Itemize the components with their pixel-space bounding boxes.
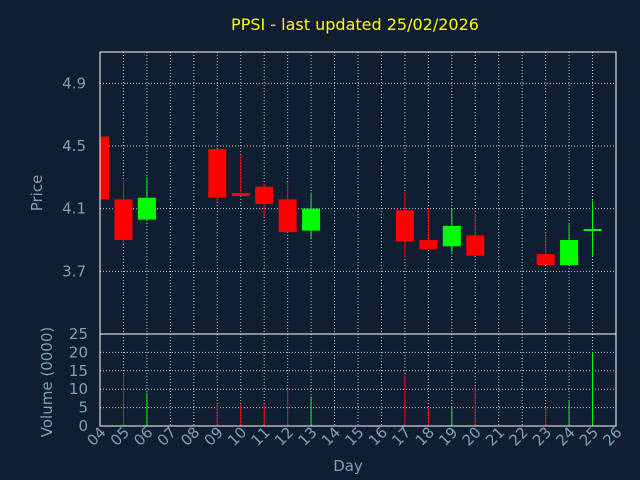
- candle-body: [114, 199, 133, 240]
- day-tick-label: 08: [177, 423, 203, 449]
- candle: [302, 193, 321, 239]
- candle: [114, 180, 133, 244]
- price-tick-label: 4.9: [62, 74, 86, 92]
- day-tick-label: 15: [341, 423, 367, 449]
- candle: [395, 193, 414, 258]
- candle: [442, 208, 461, 253]
- day-tick-label: 20: [459, 423, 485, 449]
- candle-body: [278, 199, 297, 233]
- candle-body: [536, 254, 555, 266]
- candle: [137, 177, 156, 220]
- candle: [99, 136, 109, 200]
- day-tick-label: 11: [248, 423, 274, 449]
- candle: [536, 236, 555, 266]
- candle: [583, 200, 602, 256]
- day-tick-label: 09: [201, 423, 227, 449]
- day-tick-label: 05: [107, 423, 133, 449]
- volume-axis-label: Volume (0000): [38, 327, 56, 437]
- candle-body: [100, 136, 109, 200]
- day-tick-label: 17: [388, 423, 414, 449]
- candle-body: [419, 240, 438, 250]
- candle-body: [395, 210, 414, 242]
- volume-tick-label: 5: [78, 399, 88, 417]
- day-tick-label: 13: [294, 423, 320, 449]
- price-tick-label: 4.5: [62, 137, 86, 155]
- volume-tick-label: 0: [78, 417, 88, 435]
- candle-body: [560, 240, 579, 266]
- volume-panel-frame: [99, 333, 617, 427]
- candle-body: [208, 149, 227, 198]
- day-tick-label: 10: [224, 423, 250, 449]
- day-tick-label: 25: [576, 423, 602, 449]
- candle: [419, 208, 438, 250]
- day-tick-label: 24: [552, 423, 578, 449]
- volume-tick-label: 15: [69, 362, 88, 380]
- day-tick-label: 12: [271, 423, 297, 449]
- price-tick-label: 3.7: [62, 262, 86, 280]
- day-tick-label: 21: [482, 423, 508, 449]
- candle-body: [442, 225, 461, 247]
- candle: [255, 183, 274, 217]
- candle: [560, 224, 579, 266]
- day-tick-label: 22: [506, 423, 532, 449]
- day-tick-label: 23: [529, 423, 555, 449]
- chart-title: PPSI - last updated 25/02/2026: [231, 15, 479, 34]
- candle-body: [466, 235, 485, 256]
- day-tick-label: 26: [599, 423, 625, 449]
- candle-body: [302, 208, 321, 231]
- x-axis-label: Day: [333, 457, 363, 475]
- candle: [466, 213, 485, 256]
- volume-tick-label: 20: [69, 343, 88, 361]
- day-tick-label: 14: [318, 423, 344, 449]
- volume-tick-label: 25: [69, 325, 88, 343]
- candle: [208, 149, 227, 203]
- candle: [231, 155, 250, 197]
- day-tick-label: 18: [412, 423, 438, 449]
- volume-tick-label: 10: [69, 380, 88, 398]
- day-tick-label: 19: [435, 423, 461, 449]
- candle-body: [583, 229, 602, 232]
- candle: [278, 182, 297, 233]
- day-tick-label: 06: [130, 423, 156, 449]
- day-tick-label: 07: [154, 423, 180, 449]
- candle-body: [137, 197, 156, 220]
- price-axis-label: Price: [28, 175, 46, 212]
- price-tick-label: 4.1: [62, 200, 86, 218]
- candle-body: [255, 186, 274, 204]
- day-tick-label: 16: [365, 423, 391, 449]
- candle-body: [231, 193, 250, 197]
